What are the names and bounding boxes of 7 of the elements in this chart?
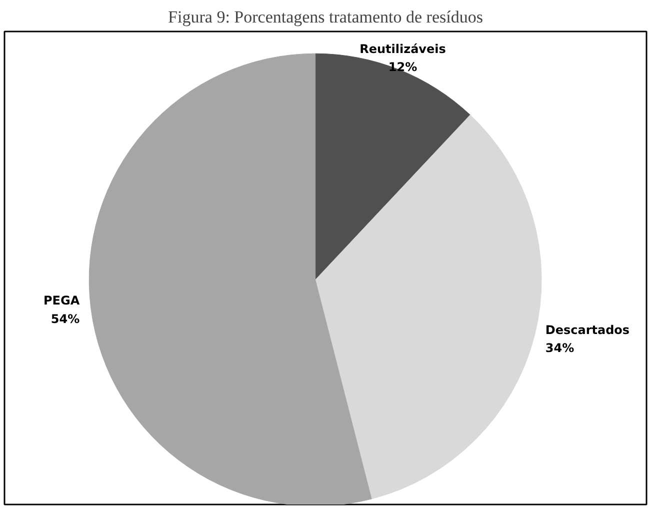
data-label: 34% <box>545 341 574 356</box>
data-label: 12% <box>388 60 418 74</box>
chart-title: Figura 9: Porcentagens tratamento de resíduos <box>168 8 483 26</box>
slice-label: Descartados <box>545 323 630 338</box>
slice-label: Reutilizáveis <box>360 42 446 56</box>
data-label: 54% <box>50 312 80 326</box>
slice-label: PEGA <box>44 294 80 308</box>
